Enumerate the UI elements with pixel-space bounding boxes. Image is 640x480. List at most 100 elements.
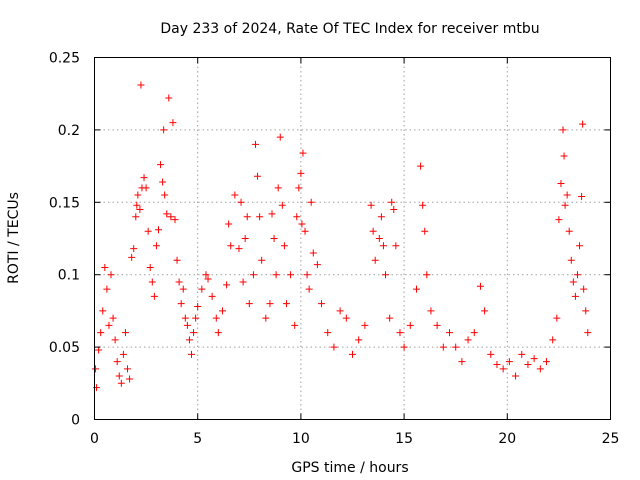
data-point xyxy=(379,242,387,250)
data-point xyxy=(157,161,165,169)
data-point xyxy=(458,358,466,366)
data-point xyxy=(99,307,107,315)
data-point xyxy=(330,343,338,351)
data-point xyxy=(256,213,264,221)
data-point xyxy=(423,271,431,279)
data-point xyxy=(154,226,162,234)
data-point xyxy=(249,271,257,279)
data-point xyxy=(136,206,144,214)
data-point xyxy=(382,271,390,279)
data-point xyxy=(167,213,175,221)
data-point xyxy=(579,120,587,128)
data-point xyxy=(130,245,138,253)
data-point xyxy=(412,285,420,293)
data-point xyxy=(481,307,489,315)
data-points xyxy=(92,81,592,392)
data-point xyxy=(371,256,379,264)
data-point xyxy=(132,213,140,221)
data-point xyxy=(299,149,307,157)
data-point xyxy=(470,329,478,337)
data-point xyxy=(582,307,590,315)
data-point xyxy=(573,271,581,279)
data-point xyxy=(369,227,377,235)
data-point xyxy=(190,329,198,337)
data-point xyxy=(530,355,538,363)
data-point xyxy=(202,271,210,279)
x-tick-label: 20 xyxy=(498,431,516,447)
data-point xyxy=(336,307,344,315)
data-point xyxy=(377,213,385,221)
data-point xyxy=(148,278,156,286)
data-point xyxy=(433,321,441,329)
x-tick-label: 5 xyxy=(193,431,202,447)
data-point xyxy=(563,191,571,199)
data-point xyxy=(584,329,592,337)
data-point xyxy=(276,133,284,141)
data-point xyxy=(342,314,350,322)
data-point xyxy=(305,285,313,293)
data-point xyxy=(111,336,119,344)
data-point xyxy=(262,314,270,322)
data-point xyxy=(417,162,425,170)
data-point xyxy=(309,249,317,257)
data-point xyxy=(324,329,332,337)
data-point xyxy=(150,292,158,300)
y-tick-label: 0.15 xyxy=(49,195,80,211)
data-point xyxy=(553,314,561,322)
data-point xyxy=(194,303,202,311)
data-point xyxy=(270,235,278,242)
data-point xyxy=(390,206,398,214)
data-point xyxy=(113,358,121,366)
data-point xyxy=(212,314,220,322)
data-point xyxy=(297,169,305,177)
data-point xyxy=(175,278,183,286)
data-point xyxy=(152,242,160,250)
data-point xyxy=(243,213,251,221)
data-point xyxy=(144,227,152,235)
data-point xyxy=(133,201,141,209)
data-point xyxy=(303,271,311,279)
data-point xyxy=(268,210,276,218)
data-point xyxy=(282,300,290,308)
data-point xyxy=(181,314,189,322)
data-point xyxy=(386,314,394,322)
data-point xyxy=(188,350,196,358)
data-point xyxy=(557,179,565,187)
data-point xyxy=(101,263,109,271)
data-point xyxy=(278,201,286,209)
data-point xyxy=(179,285,187,293)
data-point xyxy=(134,191,142,199)
data-point xyxy=(121,329,129,337)
data-point xyxy=(392,242,400,250)
x-tick-label: 25 xyxy=(602,431,620,447)
data-point xyxy=(192,314,200,322)
data-point xyxy=(126,375,134,383)
data-point xyxy=(487,350,495,358)
data-point xyxy=(524,360,532,368)
data-point xyxy=(161,191,169,199)
data-point xyxy=(272,271,280,279)
data-point xyxy=(293,213,301,221)
data-point xyxy=(237,198,245,206)
data-point xyxy=(214,329,222,337)
data-point xyxy=(549,336,557,344)
chart-title: Day 233 of 2024, Rate Of TEC Index for r… xyxy=(160,21,539,37)
data-point xyxy=(561,201,569,209)
data-point xyxy=(128,253,136,261)
data-point xyxy=(235,245,243,253)
data-point xyxy=(115,372,123,380)
x-axis-label: GPS time / hours xyxy=(291,460,408,476)
data-point xyxy=(476,282,484,290)
data-point xyxy=(464,336,472,344)
data-point xyxy=(159,178,167,186)
data-point xyxy=(198,285,206,293)
data-point xyxy=(452,343,460,351)
plot-frame xyxy=(94,57,611,420)
data-point xyxy=(225,220,233,228)
data-point xyxy=(543,358,551,366)
y-tick-label: 0.25 xyxy=(49,51,80,67)
y-tick-label: 0.2 xyxy=(58,123,80,139)
data-point xyxy=(578,193,586,201)
data-point xyxy=(254,172,262,180)
data-point xyxy=(307,198,315,206)
